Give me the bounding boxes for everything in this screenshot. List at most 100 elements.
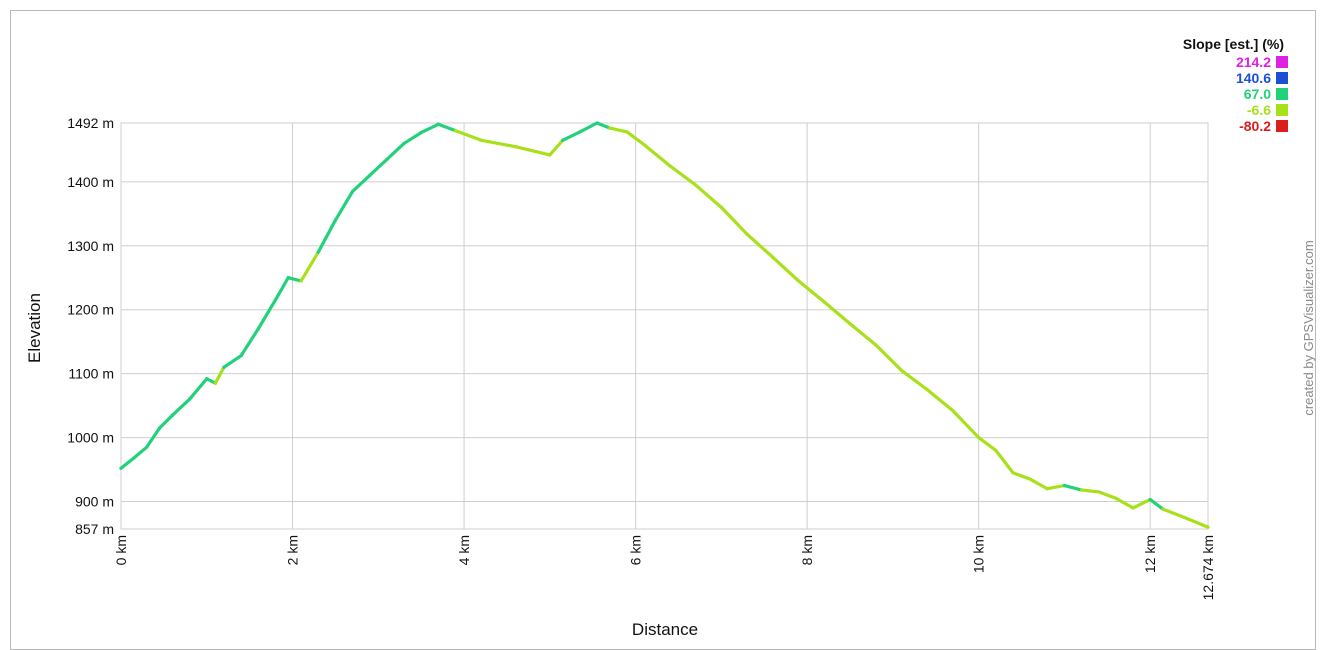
elevation-point	[213, 381, 217, 385]
y-tick-label: 1100 m	[68, 366, 114, 382]
elevation-point	[1182, 515, 1187, 520]
elevation-segment	[513, 145, 552, 157]
elevation-point	[694, 183, 698, 187]
elevation-segment	[1131, 497, 1152, 510]
elevation-point	[479, 138, 483, 142]
elevation-point	[899, 368, 904, 373]
elevation-segment	[286, 276, 303, 283]
elevation-point	[642, 143, 646, 147]
elevation-segment	[874, 343, 904, 373]
elevation-segment	[368, 157, 389, 178]
elevation-point	[1161, 507, 1165, 511]
elevation-segment	[1114, 496, 1135, 510]
elevation-point	[1114, 496, 1118, 500]
elevation-segment	[1011, 471, 1032, 481]
elevation-segment	[316, 218, 338, 254]
legend-entry-label: -6.6	[1247, 102, 1271, 118]
elevation-segment	[771, 255, 801, 283]
elevation-segment	[479, 138, 518, 149]
elevation-point	[157, 426, 162, 430]
x-tick-label: 4 km	[456, 535, 472, 565]
elevation-point	[1148, 497, 1152, 502]
elevation-segment	[436, 122, 458, 133]
elevation-point	[1097, 490, 1101, 494]
elevation-point	[1079, 488, 1084, 492]
grid-lines	[120, 122, 1209, 530]
y-tick-label: 1492 m	[67, 115, 114, 131]
x-tick-label: 6 km	[628, 535, 644, 565]
elevation-segment	[350, 173, 372, 194]
x-tick-label: 0 km	[113, 535, 129, 565]
elevation-segment	[273, 276, 290, 302]
elevation-point	[1045, 487, 1049, 491]
x-tick-label: 2 km	[285, 535, 301, 565]
elevation-series	[119, 121, 1210, 529]
elevation-segment	[256, 298, 277, 331]
elevation-point	[874, 343, 878, 347]
legend-entry-label: -80.2	[1239, 118, 1271, 134]
legend-swatch	[1276, 72, 1288, 84]
elevation-point	[608, 126, 612, 130]
elevation-point	[561, 138, 565, 142]
elevation-point	[170, 413, 175, 417]
elevation-segment	[188, 377, 209, 401]
elevation-point	[994, 448, 998, 452]
elevation-segment	[745, 232, 775, 259]
x-tick-label: 10 km	[971, 535, 987, 573]
chart-frame	[10, 10, 1316, 650]
elevation-point	[668, 164, 672, 168]
x-axis-ticks: 0 km 2 km 4 km 6 km 8 km 10 km 12 km 12.674 km	[113, 535, 1216, 600]
elevation-segment	[385, 141, 406, 162]
legend-swatch	[1276, 88, 1288, 100]
elevation-segment	[951, 409, 981, 440]
elevation-segment	[205, 377, 217, 385]
elevation-point	[977, 435, 981, 440]
elevation-point	[350, 189, 355, 194]
elevation-point	[719, 205, 723, 209]
elevation-segment	[977, 435, 998, 452]
elevation-point	[951, 409, 955, 413]
elevation-point	[771, 255, 775, 259]
elevation-point	[513, 145, 518, 149]
elevation-point	[796, 279, 801, 283]
elevation-point	[333, 218, 338, 222]
elevation-segment	[402, 130, 423, 146]
credit-text: created by GPSVisualizer.com	[1301, 240, 1316, 415]
elevation-point	[188, 397, 192, 401]
elevation-point	[286, 276, 290, 280]
elevation-segment	[453, 129, 483, 142]
elevation-segment	[561, 130, 582, 142]
elevation-segment	[994, 448, 1015, 475]
elevation-point	[385, 157, 389, 162]
elevation-segment	[222, 354, 243, 369]
elevation-segment	[299, 250, 320, 283]
elevation-segment	[848, 322, 878, 347]
elevation-segment	[1045, 483, 1067, 491]
elevation-point	[256, 327, 260, 331]
elevation-point	[848, 322, 852, 326]
legend-title: Slope [est.] (%)	[1183, 36, 1284, 52]
elevation-segment	[157, 413, 175, 430]
elevation-point	[368, 173, 372, 178]
y-axis-ticks: 857 m 900 m 1000 m 1100 m 1200 m 1300 m 1400 m…	[67, 115, 114, 537]
elevation-segment	[1028, 477, 1049, 491]
elevation-segment	[119, 456, 136, 470]
elevation-segment	[132, 445, 149, 460]
elevation-point	[578, 130, 582, 134]
elevation-segment	[668, 164, 698, 187]
elevation-point	[822, 300, 826, 304]
elevation-point	[145, 445, 149, 449]
elevation-segment	[1161, 507, 1187, 520]
elevation-point	[316, 250, 320, 254]
elevation-segment	[578, 121, 599, 134]
elevation-point	[222, 365, 226, 369]
elevation-segment	[333, 189, 355, 222]
x-tick-label: 12.674 km	[1200, 535, 1216, 600]
legend-swatch	[1276, 56, 1288, 68]
y-tick-label: 857 m	[75, 521, 114, 537]
elevation-point	[205, 377, 209, 381]
elevation-segment	[419, 122, 440, 135]
y-tick-label: 1000 m	[67, 430, 114, 446]
